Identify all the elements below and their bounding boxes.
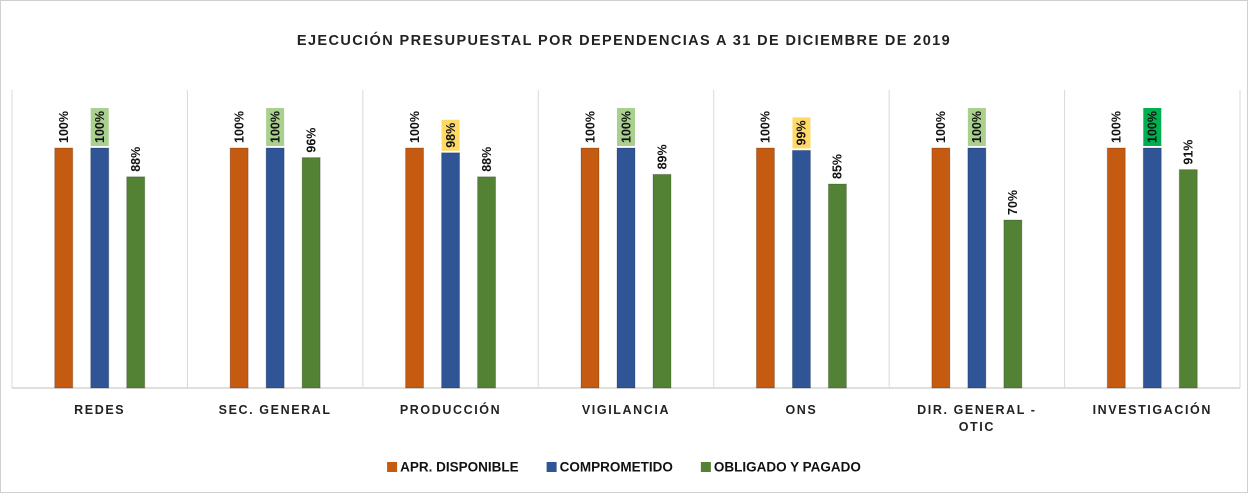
data-label: 99% — [795, 120, 809, 145]
bar — [441, 152, 461, 389]
data-label-highlight — [266, 108, 285, 146]
data-label-highlight — [1143, 108, 1162, 146]
legend-swatch — [546, 462, 557, 472]
bar — [1142, 147, 1162, 389]
x-tick-label: PRODUCCIÓN — [399, 403, 502, 417]
legend-swatch — [387, 462, 398, 472]
data-label: 88% — [129, 147, 143, 172]
x-tick-label: ONS — [785, 403, 818, 417]
bar — [1106, 147, 1126, 389]
data-label: 85% — [831, 154, 845, 179]
bar — [265, 147, 285, 389]
legend-label: APR. DISPONIBLE — [400, 460, 519, 475]
data-label-group: 100% — [57, 111, 71, 143]
bar — [1003, 219, 1023, 389]
data-label-group: 70% — [1006, 190, 1020, 215]
x-tick-label: DIR. GENERAL - OTIC — [917, 403, 1037, 434]
bar — [405, 147, 425, 389]
legend-label: OBLIGADO Y PAGADO — [714, 460, 861, 475]
data-label: 100% — [408, 111, 422, 143]
data-label: 88% — [480, 147, 494, 172]
x-tick-label: SEC. GENERAL — [218, 403, 332, 417]
data-label: 98% — [444, 123, 458, 148]
data-label: 96% — [304, 128, 318, 153]
data-label-group: 98% — [441, 119, 460, 151]
data-label-group: 88% — [129, 147, 143, 172]
x-tick-label: VIGILANCIA — [581, 403, 671, 417]
data-label-group: 100% — [1143, 108, 1162, 146]
data-label: 70% — [1006, 190, 1020, 215]
data-label-group: 100% — [408, 111, 422, 143]
data-label: 100% — [619, 111, 633, 143]
data-label-group: 100% — [967, 108, 986, 146]
x-tick-label: INVESTIGACIÓN — [1092, 403, 1212, 417]
data-label-group: 100% — [934, 111, 948, 143]
data-label-highlight — [90, 108, 109, 146]
legend-swatch — [700, 462, 711, 472]
chart-title: EJECUCIÓN PRESUPUESTAL POR DEPENDENCIAS … — [297, 31, 951, 49]
data-label-highlight — [441, 119, 460, 151]
data-label: 100% — [1146, 111, 1160, 143]
bar — [301, 157, 321, 389]
data-label-group: 85% — [831, 154, 845, 179]
data-label-group: 100% — [1110, 111, 1124, 143]
data-label-highlight — [967, 108, 986, 146]
data-label: 100% — [970, 111, 984, 143]
bar — [580, 147, 600, 389]
bar — [791, 149, 811, 389]
bar — [755, 147, 775, 389]
data-label-highlight — [792, 117, 811, 149]
data-label-group: 91% — [1182, 140, 1196, 165]
data-label: 100% — [232, 111, 246, 143]
bar — [1178, 169, 1198, 389]
legend-label: COMPROMETIDO — [560, 460, 673, 475]
data-label-group: 89% — [655, 144, 669, 169]
data-label-group: 99% — [792, 117, 811, 149]
data-label-group: 88% — [480, 147, 494, 172]
bar — [827, 183, 847, 389]
bar — [54, 147, 74, 389]
x-tick-label: REDES — [74, 403, 126, 417]
bar — [477, 176, 497, 389]
data-label-group: 100% — [266, 108, 285, 146]
data-label: 100% — [1110, 111, 1124, 143]
data-label-group: 100% — [617, 108, 635, 146]
data-label: 100% — [934, 111, 948, 143]
bar — [652, 173, 672, 389]
data-label: 100% — [268, 111, 282, 143]
data-label-group: 100% — [583, 111, 597, 143]
data-label: 89% — [655, 144, 669, 169]
data-label: 100% — [583, 111, 597, 143]
data-label-group: 100% — [232, 111, 246, 143]
bar — [126, 176, 146, 389]
bar — [616, 147, 636, 389]
bar — [90, 147, 110, 389]
data-label: 100% — [93, 111, 107, 143]
data-label: 100% — [759, 111, 773, 143]
data-label-highlight — [617, 108, 635, 146]
bar — [967, 147, 987, 389]
data-label-group: 100% — [759, 111, 773, 143]
data-label-group: 96% — [304, 128, 318, 153]
data-label-group: 100% — [90, 108, 109, 146]
data-label: 91% — [1182, 140, 1196, 165]
bar — [229, 147, 249, 389]
bar — [931, 147, 951, 389]
data-label: 100% — [57, 111, 71, 143]
